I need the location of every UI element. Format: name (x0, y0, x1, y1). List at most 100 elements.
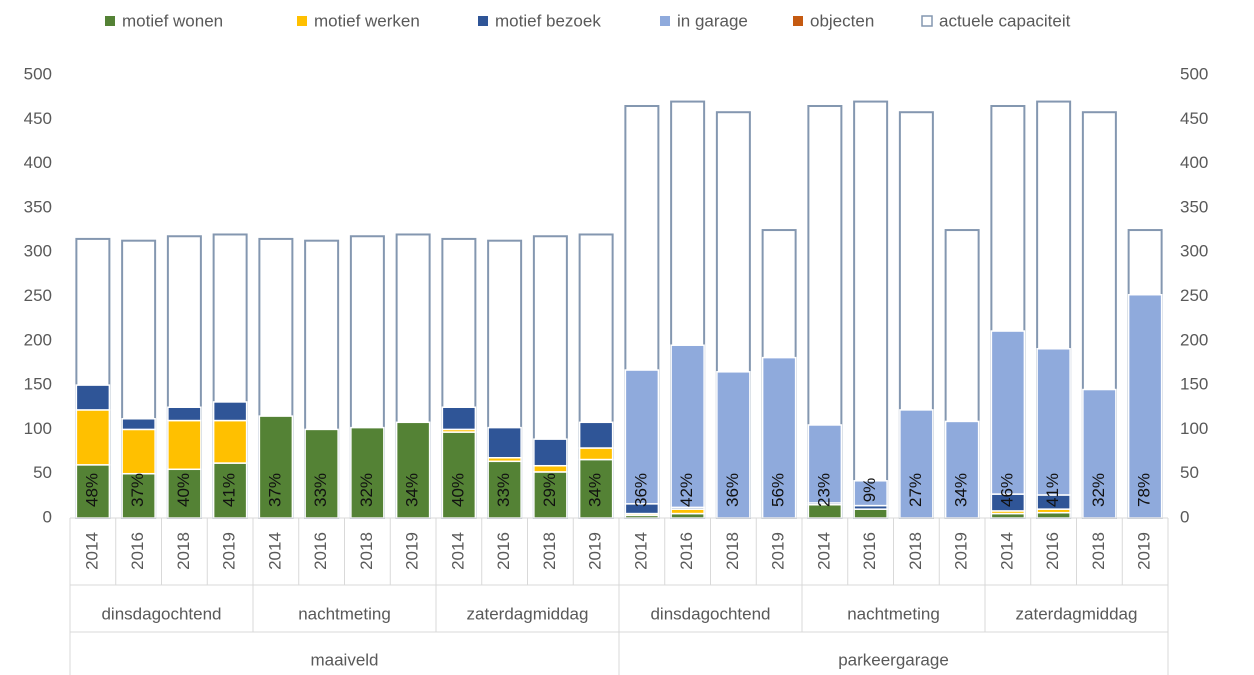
y-tick-label: 400 (24, 153, 52, 172)
y-tick-label: 200 (24, 330, 52, 349)
x-tick-label: 2019 (1135, 532, 1154, 570)
y2-tick-label: 250 (1180, 286, 1208, 305)
x-tick-label: 2019 (403, 532, 422, 570)
y-tick-label: 150 (24, 375, 52, 394)
bar-segment (807, 424, 843, 504)
period-label: dinsdagochtend (101, 604, 221, 623)
data-label: 27% (906, 473, 925, 507)
y2-tick-label: 300 (1180, 242, 1208, 261)
y2-tick-label: 500 (1180, 64, 1208, 83)
location-label: parkeergarage (838, 650, 949, 669)
x-tick-label: 2016 (494, 532, 513, 570)
x-tick-label: 2014 (814, 532, 833, 570)
legend-marker (660, 16, 670, 26)
bar-segment (944, 420, 980, 519)
x-tick-label: 2016 (1043, 532, 1062, 570)
location-label: maaiveld (310, 650, 378, 669)
data-label: 48% (82, 473, 101, 507)
bar-segment (853, 508, 888, 519)
bar-segment (350, 426, 385, 519)
bar-segment (441, 406, 477, 431)
data-label: 40% (448, 473, 467, 507)
legend-label: motief werken (314, 11, 420, 30)
data-label: 29% (540, 473, 559, 507)
y-tick-label: 0 (43, 507, 52, 526)
x-tick-label: 2016 (860, 532, 879, 570)
bar-segment (533, 464, 568, 473)
x-tick-label: 2014 (265, 532, 284, 570)
bar-segment (487, 426, 522, 459)
y2-tick-label: 200 (1180, 330, 1208, 349)
y2-tick-label: 100 (1180, 419, 1208, 438)
x-tick-label: 2018 (174, 532, 193, 570)
bar-segment (578, 447, 614, 461)
bar-segment (761, 356, 797, 519)
x-tick-label: 2019 (220, 532, 239, 570)
data-label: 56% (769, 473, 788, 507)
legend-marker (478, 16, 488, 26)
x-tick-label: 2019 (952, 532, 971, 570)
period-label: zaterdagmiddag (467, 604, 589, 623)
data-label: 33% (494, 473, 513, 507)
bar-segment (258, 415, 294, 519)
y2-tick-label: 0 (1180, 507, 1189, 526)
data-label: 34% (403, 473, 422, 507)
x-tick-label: 2018 (540, 532, 559, 570)
data-label: 41% (1043, 473, 1062, 507)
legend-label: motief wonen (122, 11, 223, 30)
period-label: nachtmeting (847, 604, 940, 623)
bar-segment (533, 438, 568, 467)
y-tick-label: 100 (24, 419, 52, 438)
legend-label: actuele capaciteit (939, 11, 1071, 30)
y2-tick-label: 400 (1180, 153, 1208, 172)
capacity-bar (853, 100, 889, 520)
bar-segment (121, 472, 156, 519)
data-label: 78% (1135, 473, 1154, 507)
y-tick-label: 500 (24, 64, 52, 83)
data-label: 32% (357, 473, 376, 507)
bar-segment (853, 480, 888, 507)
x-tick-label: 2016 (311, 532, 330, 570)
bar-segment (1036, 511, 1071, 519)
data-label: 23% (814, 473, 833, 507)
data-label: 37% (128, 473, 147, 507)
period-label: dinsdagochtend (650, 604, 770, 623)
bar-segment (990, 330, 1026, 495)
data-label: 33% (311, 473, 330, 507)
x-tick-label: 2014 (631, 532, 650, 570)
data-label: 41% (220, 473, 239, 507)
x-tick-label: 2014 (997, 532, 1016, 570)
bar-segment (167, 468, 202, 519)
data-label: 34% (952, 473, 971, 507)
x-tick-label: 2016 (677, 532, 696, 570)
legend-label: objecten (810, 11, 874, 30)
bar-segment (212, 419, 248, 464)
bar-segment (304, 428, 339, 519)
bar-segment (441, 431, 477, 519)
y-tick-label: 250 (24, 286, 52, 305)
period-label: nachtmeting (298, 604, 391, 623)
y2-tick-label: 150 (1180, 375, 1208, 394)
period-label: zaterdagmiddag (1016, 604, 1138, 623)
x-tick-label: 2018 (1089, 532, 1108, 570)
x-tick-label: 2014 (82, 532, 101, 570)
x-tick-label: 2018 (906, 532, 925, 570)
data-label: 46% (997, 473, 1016, 507)
x-tick-label: 2019 (586, 532, 605, 570)
bar-segment (1036, 348, 1071, 496)
bar-segment (395, 421, 431, 519)
bar-segment (578, 421, 614, 449)
y2-tick-label: 350 (1180, 197, 1208, 216)
data-label: 37% (265, 473, 284, 507)
data-label: 36% (723, 473, 742, 507)
legend-label: motief bezoek (495, 11, 601, 30)
x-tick-label: 2016 (128, 532, 147, 570)
x-tick-label: 2018 (723, 532, 742, 570)
legend-marker (921, 15, 933, 27)
bar-segment (121, 418, 156, 431)
data-label: 40% (174, 473, 193, 507)
data-label: 36% (631, 473, 650, 507)
legend-label: in garage (677, 11, 748, 30)
x-tick-label: 2018 (357, 532, 376, 570)
